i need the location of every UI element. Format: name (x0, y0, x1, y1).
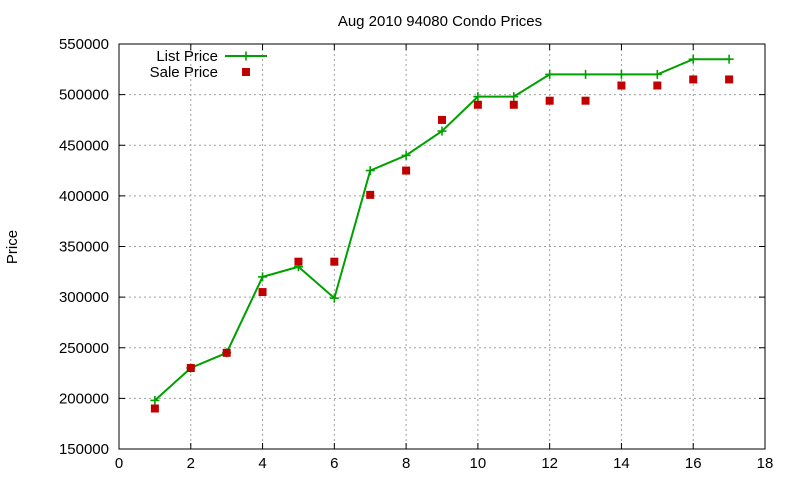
x-tick-label: 4 (258, 455, 266, 472)
y-tick-label: 350000 (59, 239, 109, 256)
sale-price-point (150, 404, 159, 413)
y-tick-label: 500000 (59, 87, 109, 104)
x-tick-label: 2 (187, 455, 195, 472)
sale-price-point (509, 100, 518, 109)
sale-price-point (653, 81, 662, 90)
x-tick-label: 0 (115, 455, 123, 472)
legend-label: Sale Price (150, 64, 218, 81)
list-price-point (581, 69, 591, 79)
list-price-point (437, 126, 447, 136)
chart-title: Aug 2010 94080 Condo Prices (338, 13, 542, 30)
sale-price-point (617, 81, 626, 90)
legend-cross-swatch (241, 51, 251, 61)
sale-price-point (258, 288, 267, 297)
y-tick-label: 300000 (59, 289, 109, 306)
sale-price-point (473, 100, 482, 109)
y-tick-label: 400000 (59, 188, 109, 205)
y-tick-label: 550000 (59, 36, 109, 53)
y-tick-label: 150000 (59, 441, 109, 458)
sale-price-point (366, 190, 375, 199)
list-price-point (401, 150, 411, 160)
list-price-point (365, 166, 375, 176)
list-price-point (150, 395, 160, 405)
x-tick-label: 18 (757, 455, 774, 472)
list-price-point (652, 69, 662, 79)
list-price-point (688, 54, 698, 64)
legend-square-swatch (242, 68, 250, 76)
sale-price-point (402, 166, 411, 175)
list-price-point (329, 293, 339, 303)
sale-price-point (330, 257, 339, 266)
sale-price-point (725, 75, 734, 84)
x-tick-label: 16 (685, 455, 702, 472)
list-price-point (473, 92, 483, 102)
series (150, 54, 734, 413)
list-price-line (154, 58, 730, 402)
x-tick-label: 8 (402, 455, 410, 472)
x-tick-label: 6 (330, 455, 338, 472)
sale-price-point (186, 364, 195, 372)
list-price-point (724, 54, 734, 64)
x-tick-label: 14 (613, 455, 630, 472)
sale-price-point (545, 96, 554, 105)
axes: 0 2 4 6 8 10 12 14 16 18 150000 200000 250000 300000 3… (59, 36, 773, 472)
list-price-point (616, 69, 626, 79)
list-price-point (258, 272, 268, 282)
sale-price-point (294, 257, 303, 266)
legend-label: List Price (156, 48, 218, 65)
grid (119, 44, 765, 449)
x-tick-label: 12 (541, 455, 558, 472)
sale-price-point (689, 75, 698, 84)
y-axis-label: Price (4, 230, 21, 264)
sale-price-point (581, 96, 590, 105)
x-tick-label: 10 (470, 455, 487, 472)
list-price-point (545, 69, 555, 79)
list-price-point (509, 92, 519, 102)
sale-price-point (222, 348, 231, 357)
y-tick-label: 450000 (59, 137, 109, 154)
y-tick-label: 250000 (59, 340, 109, 357)
y-tick-label: 200000 (59, 390, 109, 407)
sale-price-point (438, 115, 446, 124)
